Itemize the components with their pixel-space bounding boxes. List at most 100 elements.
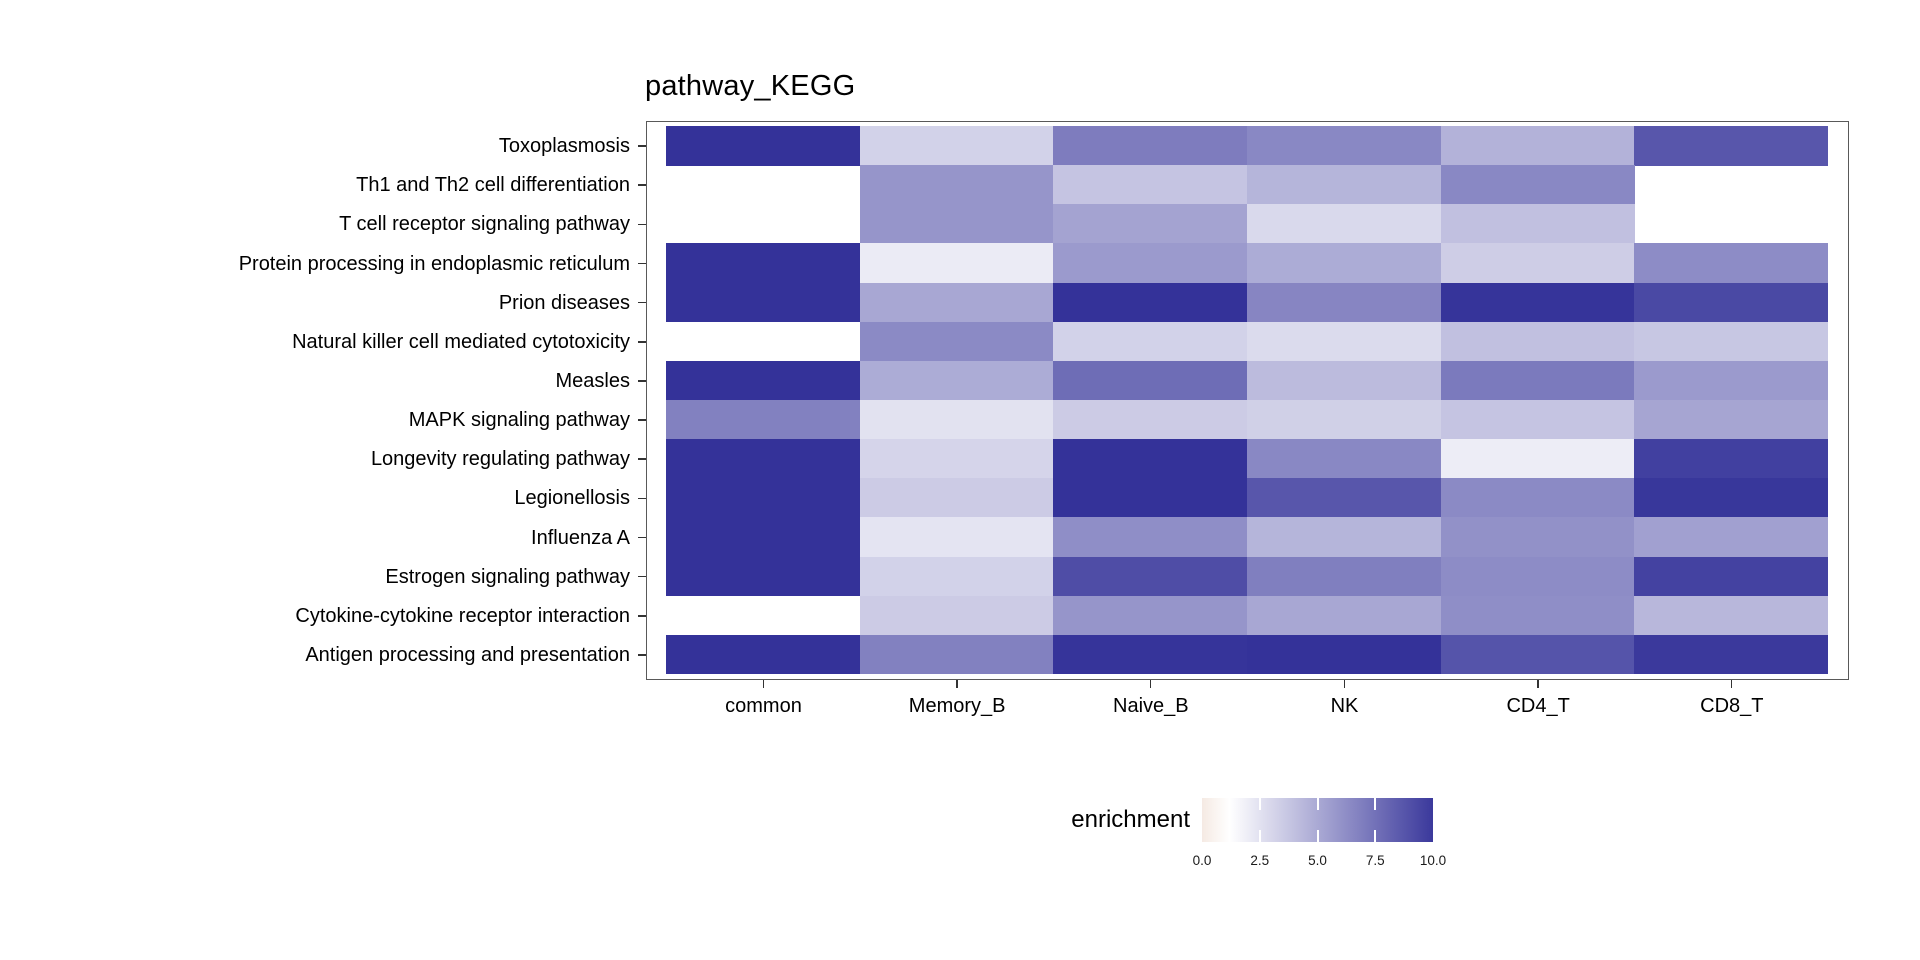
heatmap-cell [666,243,861,284]
heatmap-cell [859,165,1054,205]
heatmap-cell [1634,282,1829,323]
heatmap-cell [859,282,1054,323]
x-axis-tick [1149,680,1152,688]
y-axis-tick [638,301,646,304]
y-axis-label: Toxoplasmosis [498,135,630,158]
legend-tick-notch [1258,830,1261,842]
heatmap-cell [1634,517,1829,558]
heatmap-cell [859,556,1054,597]
heatmap-cell [1247,282,1442,323]
y-axis-label: Antigen processing and presentation [305,643,630,666]
heatmap-cell [1247,478,1442,518]
y-axis-label: Measles [555,369,630,392]
heatmap-cell [859,478,1054,518]
x-axis-label: CD4_T [1506,695,1570,717]
heatmap-cell [1440,556,1635,597]
y-axis-label: Influenza A [531,526,630,549]
y-axis-label: Cytokine-cytokine receptor interaction [295,604,630,627]
legend-tick-label: 2.5 [1250,853,1270,868]
y-axis-label: Legionellosis [514,487,630,510]
legend-tick-label: 10.0 [1419,853,1447,868]
y-axis-label: Protein processing in endoplasmic reticu… [238,252,630,275]
heatmap-cell [1247,360,1442,401]
heatmap-cell [666,282,861,323]
y-axis-tick [638,223,646,226]
heatmap-cell [1440,282,1635,323]
heatmap-cell [1440,595,1635,636]
heatmap-cell [1634,634,1829,675]
legend-tick-label: 0.0 [1192,853,1212,868]
x-axis-tick [1537,680,1539,688]
y-axis-label: Natural killer cell mediated cytotoxicit… [292,330,630,353]
y-axis-label: Estrogen signaling pathway [385,565,630,588]
y-axis-tick [638,615,646,617]
heatmap-cell [1247,204,1442,244]
heatmap-cell [1634,556,1829,597]
heatmap-cell [666,360,861,401]
heatmap-cell [1247,321,1442,362]
heatmap-cell [1440,439,1635,479]
x-axis-label: Memory_B [908,695,1006,717]
heatmap-cell [1053,439,1248,479]
heatmap-cell [1247,165,1442,205]
heatmap-cell [1247,556,1442,597]
heatmap-cell [859,360,1054,401]
chart-title: pathway_KEGG [645,70,856,102]
heatmap-cell [1440,321,1635,362]
y-axis-label: T cell receptor signaling pathway [339,213,630,236]
y-axis-tick [638,380,646,382]
heatmap-cell [1247,439,1442,479]
heatmap-cell [1634,400,1829,440]
legend-tick-notch [1374,830,1377,842]
heatmap-cell [1053,126,1248,166]
heatmap-cell [1053,243,1248,284]
heatmap-cell [1053,360,1248,401]
y-axis-label: Prion diseases [498,291,630,314]
heatmap-cell [666,439,861,479]
heatmap-cell [1053,321,1248,362]
legend-tick-notch [1316,830,1319,842]
heatmap-cell [1440,634,1635,675]
heatmap-cell [859,321,1054,362]
heatmap-cell [1247,595,1442,636]
heatmap-cell [1440,243,1635,284]
y-axis-tick [638,654,646,656]
legend-tick-notch [1316,798,1319,810]
heatmap-cell [859,400,1054,440]
heatmap-cell [1440,517,1635,558]
heatmap-tiles [647,122,1848,679]
legend-tick-notch [1258,798,1261,810]
y-axis-label: Longevity regulating pathway [370,448,630,471]
y-axis-tick [638,145,646,147]
heatmap-cell [666,517,861,558]
heatmap-cell [1053,595,1248,636]
y-axis-label: Th1 and Th2 cell differentiation [356,174,630,197]
heatmap-cell [859,517,1054,558]
x-axis-label: CD8_T [1700,695,1764,717]
heatmap-cell [1634,321,1829,362]
heatmap-cell [1053,204,1248,244]
y-axis-tick [638,341,646,343]
heatmap-cell [859,595,1054,636]
x-axis-label: common [725,695,802,717]
heatmap-cell [1247,634,1442,675]
y-axis-tick [638,575,646,578]
heatmap-cell [1247,243,1442,284]
heatmap-cell [859,204,1054,244]
heatmap-cell [1634,478,1829,518]
y-axis-label: MAPK signaling pathway [408,409,630,432]
heatmap-cell [1053,400,1248,440]
legend-title: enrichment [1071,806,1190,833]
heatmap-cell [859,126,1054,166]
legend-tick-notch [1374,798,1377,810]
y-axis-tick [638,536,646,539]
heatmap-cell [1440,165,1635,205]
y-axis-tick [638,184,646,186]
heatmap-cell [1440,126,1635,166]
heatmap-cell [1440,360,1635,401]
legend-tick-label: 5.0 [1308,853,1327,868]
heatmap-cell [1053,517,1248,558]
heatmap-cell [1053,634,1248,675]
heatmap-cell [859,439,1054,479]
